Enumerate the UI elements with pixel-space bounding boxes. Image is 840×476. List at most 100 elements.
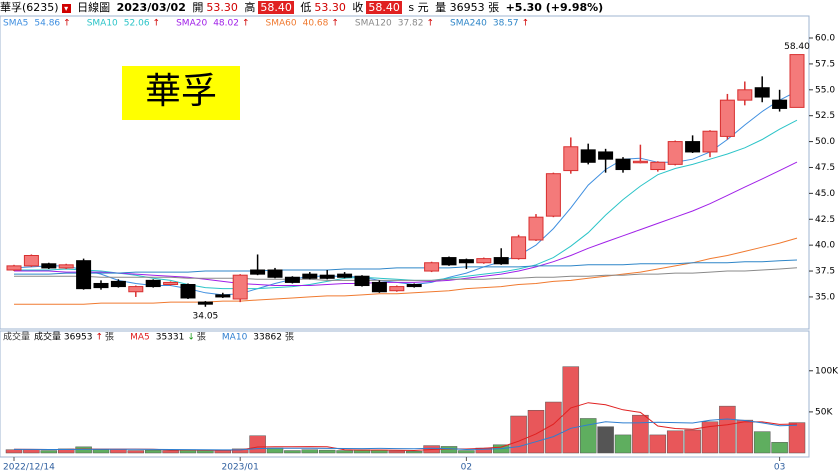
menu-icon[interactable]: ▾ [61, 3, 71, 13]
candle-body [354, 275, 370, 287]
volume-bar [579, 418, 597, 454]
candle-body [23, 255, 39, 267]
legend-entry: SMA120 [355, 19, 392, 29]
volume-bar [771, 442, 788, 454]
candle-body [232, 274, 248, 300]
x-tick-label: 2023/01 [222, 463, 259, 473]
legend-entry: SMA20 [176, 19, 207, 29]
candle-body [215, 294, 231, 298]
legend-arrow: ↑ [96, 333, 104, 343]
candle-body [406, 284, 422, 288]
volume-bar [110, 449, 127, 454]
y-tick-label: 50K [815, 407, 833, 417]
candle-body [511, 236, 527, 260]
ma-line [14, 119, 798, 290]
candle-body [371, 281, 387, 293]
stamp-text: 華孚 [145, 71, 217, 112]
volume-bar [701, 421, 719, 454]
candle-body [389, 286, 405, 292]
close-value: 58.40 [366, 1, 402, 14]
volume-bar [684, 429, 701, 454]
y-tick-label: 35.0 [815, 292, 835, 302]
candle-body [424, 262, 440, 272]
volume-ma-line [14, 418, 798, 451]
volume-bar [545, 401, 562, 454]
y-tick-label: 45.0 [815, 189, 835, 199]
period: 日線圖 [77, 1, 111, 14]
volume-bar [57, 448, 75, 454]
high-label: 高 [244, 1, 256, 14]
candle-body [163, 281, 179, 286]
candle-body [58, 264, 74, 269]
volume-bar [666, 430, 684, 454]
candle-body [76, 260, 92, 290]
volume-title: 成交量 [3, 331, 30, 343]
legend-entry: 33862 [253, 333, 282, 343]
candle-body [789, 54, 805, 108]
legend-unit: 張 [285, 332, 294, 343]
candle-body [737, 89, 753, 101]
candle-body [128, 286, 144, 293]
y-tick-label: 40.0 [815, 241, 835, 251]
volume-bar [788, 422, 806, 454]
max-label: 58.40 [784, 42, 810, 52]
min-label: 34.05 [193, 311, 219, 321]
candle-body [441, 257, 457, 266]
candle-body [6, 265, 22, 271]
y-tick-label: 100K [815, 366, 839, 376]
ma-line [14, 259, 798, 275]
open-label: 開 [192, 1, 204, 14]
legend-unit: 張 [105, 332, 114, 343]
ma-line [14, 267, 798, 281]
legend-arrow: ↑ [242, 19, 250, 29]
candle-body [476, 258, 492, 264]
volume-bar [597, 426, 614, 454]
legend-entry: 52.06 [124, 19, 150, 29]
legend-entry: MA5 [130, 333, 150, 343]
x-tick-label: 02 [461, 463, 472, 473]
legend-arrow: ↑ [331, 19, 339, 29]
legend-entry: SMA240 [450, 19, 487, 29]
candle-body [493, 257, 509, 265]
volume-bar [162, 450, 179, 454]
volume-bar [231, 448, 249, 454]
candle-body [598, 151, 614, 160]
legend-arrow: ↓ [187, 333, 195, 343]
x-tick-label: 2022/12/14 [3, 463, 55, 473]
candle-body [302, 273, 318, 279]
legend-arrow: ↑ [63, 19, 71, 29]
candle-body [145, 279, 161, 288]
stock-name: 華孚(6235) [0, 1, 59, 14]
volume-bar [649, 434, 667, 454]
candle-body [180, 284, 196, 299]
ma-line [13, 90, 798, 296]
legend-entry: 37.82 [398, 19, 424, 29]
low-value: 53.30 [314, 1, 346, 14]
candle-body [632, 160, 648, 164]
legend-entry: MA10 [222, 333, 248, 343]
candle-body [319, 274, 335, 279]
legend-entry: SMA5 [3, 19, 28, 29]
candle-body [528, 216, 544, 241]
y-tick-label: 42.5 [815, 215, 835, 225]
y-tick-label: 52.5 [815, 111, 835, 121]
volume-bar [405, 451, 423, 454]
candle-body [667, 141, 683, 165]
candle-body [772, 99, 788, 109]
candle-body [545, 173, 561, 217]
volume-bar [458, 450, 475, 454]
candle-body [197, 301, 213, 305]
volume: 量 36953 張 [435, 1, 500, 14]
volume-bar [632, 414, 649, 454]
volume-bar [249, 435, 266, 454]
volume-bar [753, 431, 771, 454]
volume-bar [736, 419, 754, 454]
date: 2023/03/02 [116, 1, 186, 14]
open-value: 53.30 [206, 1, 238, 14]
candle-body [458, 259, 474, 264]
volume-bar [92, 449, 110, 454]
candle-body [267, 269, 283, 278]
candle-body [702, 130, 718, 153]
legend-arrow: ↑ [427, 19, 435, 29]
low-label: 低 [300, 1, 312, 14]
